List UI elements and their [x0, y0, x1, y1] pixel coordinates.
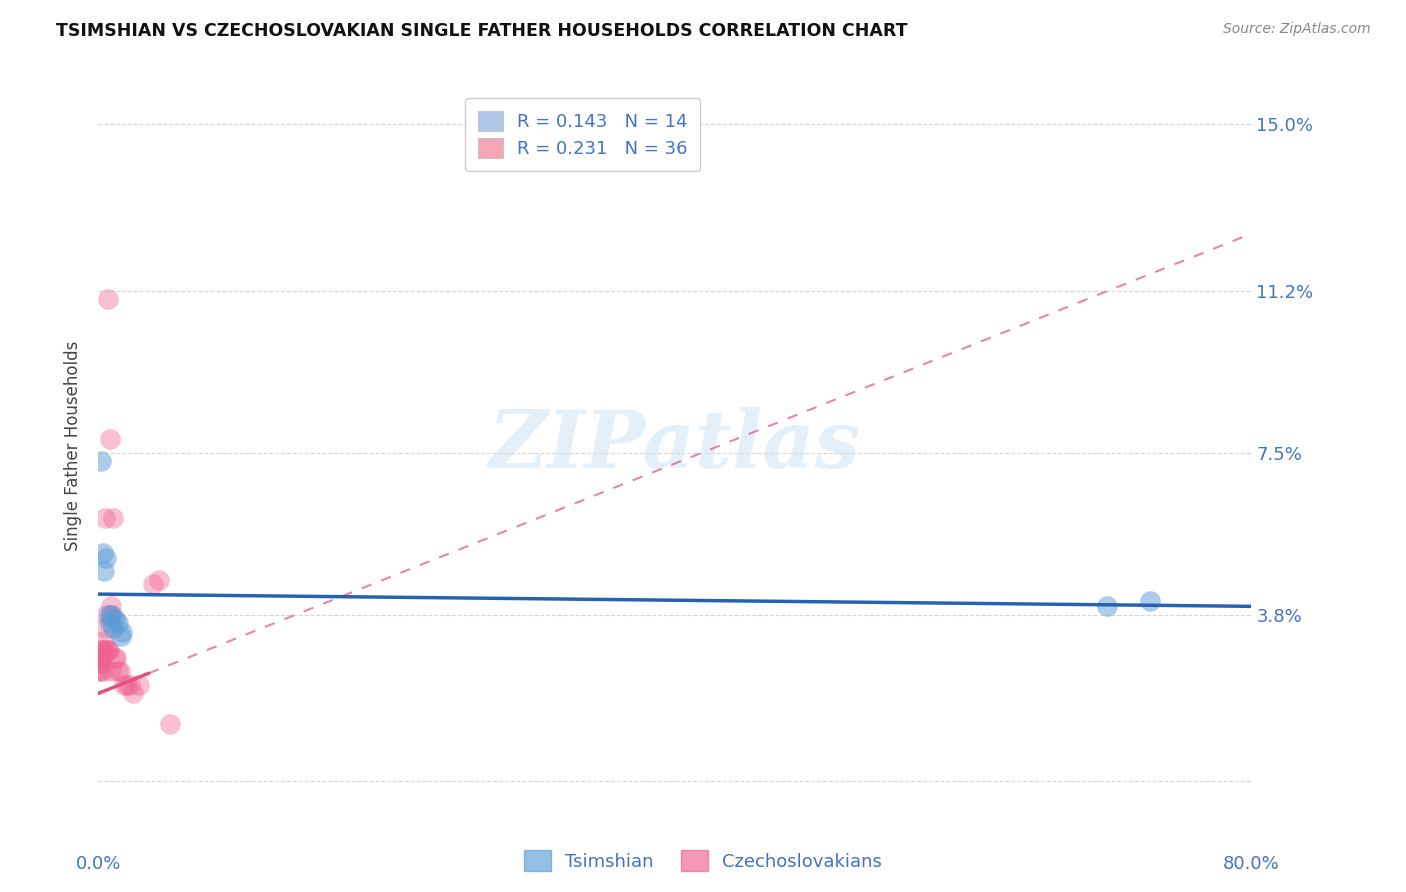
Point: [97, 642, 120, 657]
Text: TSIMSHIAN VS CZECHOSLOVAKIAN SINGLE FATHER HOUSEHOLDS CORRELATION CHART: TSIMSHIAN VS CZECHOSLOVAKIAN SINGLE FATH…: [56, 22, 908, 40]
Point: [98, 433, 121, 447]
Point: [90, 656, 112, 670]
Point: [112, 677, 135, 691]
Point: [101, 607, 124, 622]
Point: [97, 607, 120, 622]
Point: [89, 651, 111, 665]
Point: [91, 665, 114, 679]
Point: [105, 651, 128, 665]
Point: [107, 616, 129, 631]
Point: [96, 550, 118, 565]
Point: [128, 677, 150, 691]
Text: 0.0%: 0.0%: [76, 855, 121, 873]
Point: [89, 665, 111, 679]
Point: [142, 577, 165, 591]
Point: [117, 677, 139, 691]
Point: [148, 573, 170, 587]
Point: [100, 665, 122, 679]
Point: [100, 599, 122, 613]
Point: [89, 656, 111, 670]
Point: [90, 651, 112, 665]
Point: [1097, 599, 1119, 613]
Point: [107, 665, 129, 679]
Point: [91, 642, 114, 657]
Point: [91, 633, 114, 648]
Point: [94, 621, 117, 635]
Point: [90, 642, 112, 657]
Point: [98, 616, 121, 631]
Point: [100, 607, 122, 622]
Point: [89, 665, 111, 679]
Point: [93, 564, 115, 578]
Point: [110, 629, 132, 643]
Point: [104, 612, 127, 626]
Point: [159, 717, 181, 731]
Point: [101, 621, 124, 635]
Text: 80.0%: 80.0%: [1223, 855, 1279, 873]
Point: [104, 651, 127, 665]
Legend: R = 0.143   N = 14, R = 0.231   N = 36: R = 0.143 N = 14, R = 0.231 N = 36: [465, 98, 700, 170]
Text: Source: ZipAtlas.com: Source: ZipAtlas.com: [1223, 22, 1371, 37]
Point: [111, 625, 134, 640]
Point: [90, 454, 112, 468]
Point: [93, 546, 115, 560]
Point: [97, 293, 120, 307]
Point: [96, 607, 118, 622]
Legend: Tsimshian, Czechoslovakians: Tsimshian, Czechoslovakians: [516, 843, 890, 879]
Point: [108, 665, 131, 679]
Point: [97, 642, 120, 657]
Point: [120, 677, 142, 691]
Point: [96, 642, 118, 657]
Point: [101, 511, 124, 525]
Point: [1139, 594, 1161, 608]
Point: [93, 642, 115, 657]
Point: [94, 511, 117, 525]
Text: ZIPatlas: ZIPatlas: [489, 408, 860, 484]
Point: [93, 651, 115, 665]
Point: [122, 686, 145, 700]
Y-axis label: Single Father Households: Single Father Households: [65, 341, 83, 551]
